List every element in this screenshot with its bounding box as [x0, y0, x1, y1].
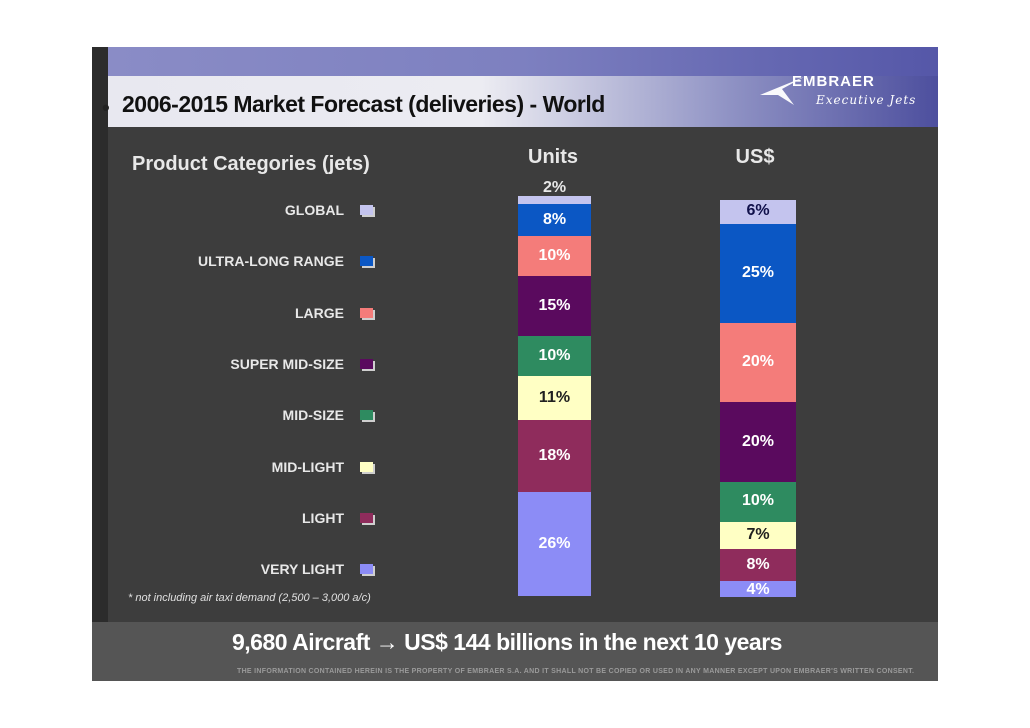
logo-word: EMBRAER — [792, 73, 875, 90]
bar-segment-units-ultra-long-range — [518, 204, 591, 236]
bar-label-units-super-mid-size: 15% — [538, 296, 571, 314]
bar-label-usd-very-light: 4% — [746, 581, 770, 599]
bar-segment-usd-super-mid-size — [720, 402, 796, 482]
bar-label-usd-super-mid-size: 20% — [741, 432, 775, 450]
disclaimer-text: THE INFORMATION CONTAINED HEREIN IS THE … — [237, 668, 915, 675]
bar-segment-usd-very-light — [720, 581, 796, 597]
bar-label-usd-global: 6% — [746, 202, 770, 220]
bar-segment-usd-global — [720, 200, 796, 224]
column-header-usd: US$ — [735, 146, 775, 168]
legend-swatch-super-mid-size — [360, 358, 373, 369]
bar-label-units-mid-size: 10% — [538, 346, 571, 364]
bottom-bar — [92, 622, 938, 681]
bar-segment-units-super-mid-size — [518, 276, 591, 336]
logo-subtitle: Executive Jets — [816, 93, 917, 107]
embraer-logo-icon — [760, 77, 804, 105]
legend-swatch-global — [360, 205, 373, 215]
legend-swatch-large — [360, 307, 373, 318]
bar-label-units-ultra-long-range: 8% — [542, 210, 567, 228]
bar-segment-units-mid-size — [518, 336, 591, 376]
legend-label-light: LIGHT — [302, 509, 344, 526]
slide: • 2006-2015 Market Forecast (deliveries)… — [92, 47, 938, 681]
legend-label-mid-size: MID-SIZE — [282, 407, 344, 424]
bar-segment-usd-ultra-long-range — [720, 223, 796, 324]
bar-segment-units-very-light — [518, 492, 591, 596]
bar-segment-usd-light — [720, 549, 796, 582]
summary-text: 9,680 Aircraft → US$ 144 billions in the… — [232, 629, 782, 655]
legend-title: Product Categories (jets) — [132, 153, 370, 175]
bar-segment-units-large — [518, 236, 591, 276]
legend-swatch-light — [360, 512, 373, 523]
bar-label-usd-light: 8% — [746, 555, 770, 573]
legend-label-large: LARGE — [295, 304, 344, 321]
bar-label-units-mid-light: 11% — [538, 388, 571, 406]
bar-label-units-very-light: 26% — [538, 534, 571, 552]
bar-label-usd-large: 20% — [741, 353, 775, 371]
legend-label-global: GLOBAL — [284, 202, 344, 218]
bar-segment-usd-mid-light — [720, 521, 796, 550]
legend-swatch-mid-light — [360, 461, 373, 472]
bar-segment-units-light — [518, 420, 591, 492]
legend-label-mid-light: MID-LIGHT — [271, 458, 344, 475]
column-header-units: Units — [528, 146, 578, 168]
legend-label-very-light: VERY LIGHT — [260, 561, 344, 578]
bar-label-units-global: 2% — [542, 179, 567, 196]
bar-label-units-large: 10% — [538, 246, 571, 264]
legend-label-ultra-long-range: ULTRA-LONG RANGE — [198, 253, 344, 270]
legend-swatch-mid-size — [360, 410, 373, 421]
bar-segment-units-mid-light — [518, 376, 591, 420]
slide-left-strip — [92, 47, 108, 681]
bar-label-usd-mid-size: 10% — [741, 492, 775, 510]
footnote: * not including air taxi demand (2,500 –… — [128, 592, 371, 604]
slide-title: 2006-2015 Market Forecast (deliveries) -… — [122, 91, 605, 117]
bar-segment-usd-mid-size — [720, 481, 796, 522]
bar-segment-usd-large — [720, 323, 796, 403]
bar-segment-units-global — [518, 196, 591, 204]
legend-label-super-mid-size: SUPER MID-SIZE — [230, 355, 344, 372]
bar-label-usd-mid-light: 7% — [746, 525, 770, 543]
legend-swatch-ultra-long-range — [360, 256, 373, 267]
slide-header-bar — [108, 47, 938, 76]
bar-label-usd-ultra-long-range: 25% — [741, 263, 775, 281]
title-bullet: • — [102, 95, 110, 120]
legend-swatch-very-light — [360, 564, 373, 575]
bar-label-units-light: 18% — [538, 446, 571, 464]
